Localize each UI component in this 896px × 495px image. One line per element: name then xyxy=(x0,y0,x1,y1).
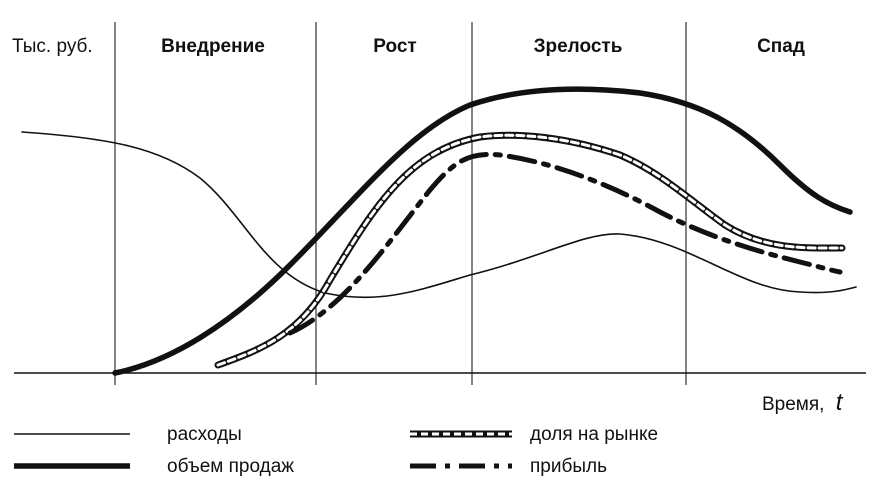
legend-label: прибыль xyxy=(530,456,607,477)
x-axis-label: Время, t xyxy=(762,389,844,416)
y-axis-label: Тыс. руб. xyxy=(12,36,93,57)
curve-profit xyxy=(287,151,843,336)
curve-sales-volume xyxy=(112,86,853,376)
legend: расходы объем продаж доля на рынке прибы… xyxy=(14,424,658,477)
legend-item-market-share: доля на рынке xyxy=(410,424,658,445)
legend-label: расходы xyxy=(167,424,242,445)
legend-label: доля на рынке xyxy=(530,424,658,445)
legend-label: объем продаж xyxy=(167,456,294,477)
curve-market-share-inner xyxy=(216,133,844,367)
stage-dividers xyxy=(114,22,687,385)
legend-item-profit: прибыль xyxy=(410,456,607,477)
legend-item-expenses: расходы xyxy=(14,424,242,445)
stage-label-maturity: Зрелость xyxy=(534,36,623,57)
stage-label-decline: Спад xyxy=(757,36,805,57)
curves xyxy=(21,86,857,376)
stage-label-introduction: Внедрение xyxy=(161,36,265,57)
curve-expenses xyxy=(21,131,857,299)
legend-item-sales-volume: объем продаж xyxy=(14,456,294,477)
stage-label-growth: Рост xyxy=(373,36,416,57)
x-axis-symbol: t xyxy=(836,389,844,416)
x-axis-label-text: Время, xyxy=(762,394,824,415)
